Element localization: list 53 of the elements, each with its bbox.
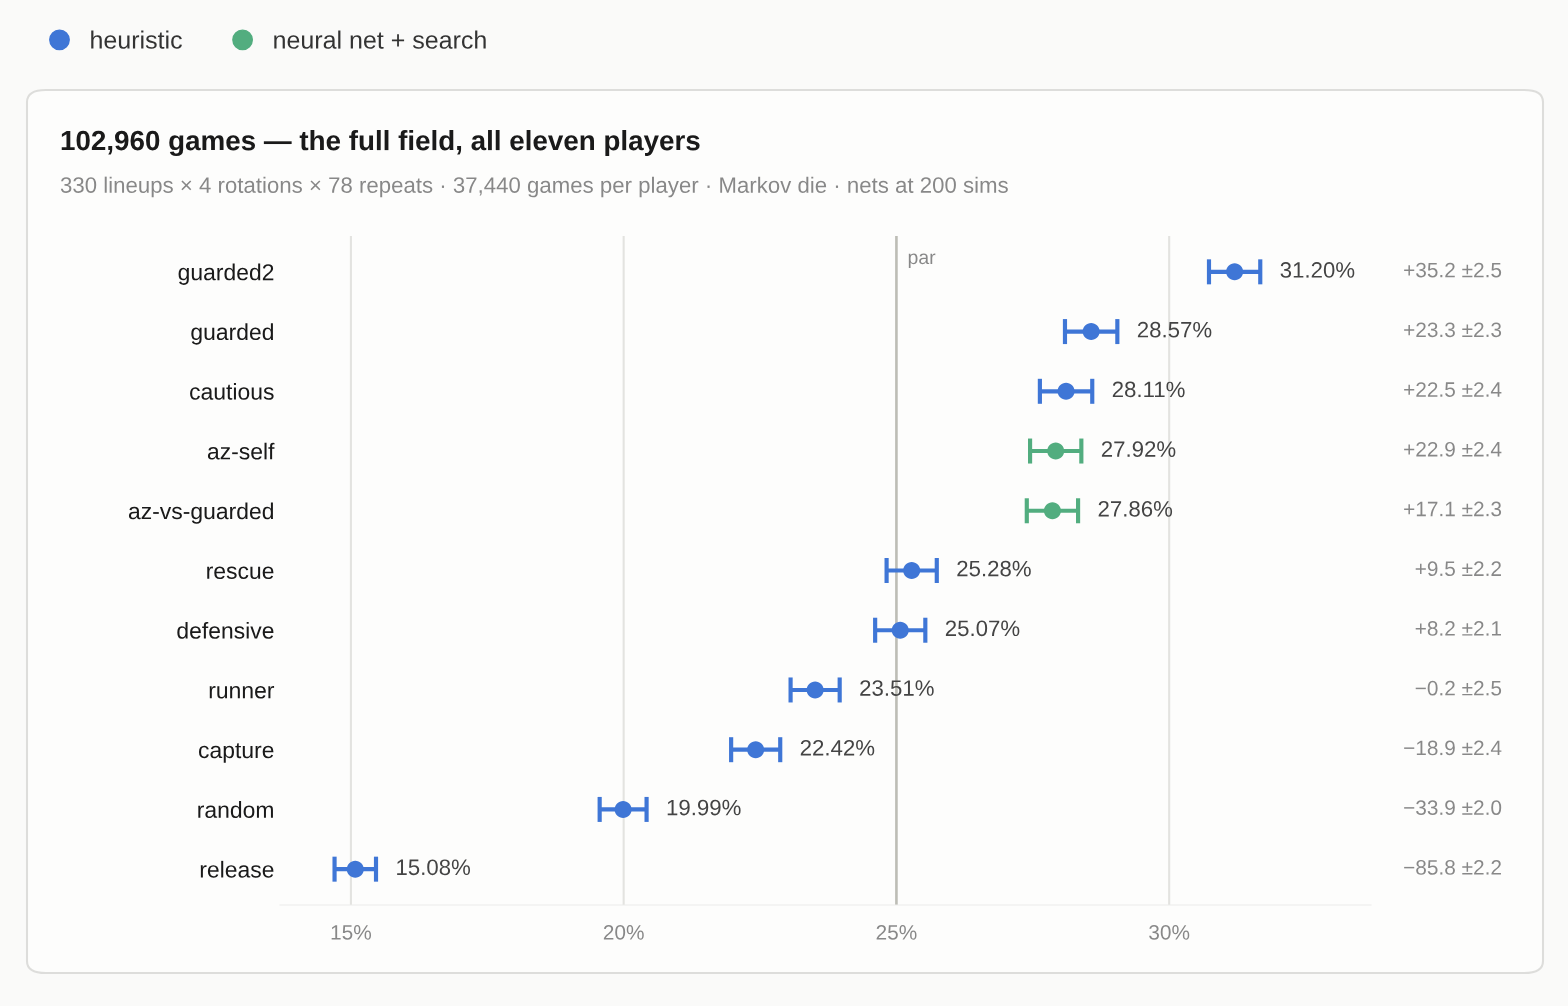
text: +17.1 ±2.3 bbox=[1404, 501, 1502, 517]
y-tick-label: rescue bbox=[207, 566, 274, 580]
y-tick-label: guarded bbox=[191, 323, 273, 345]
y-tick-label: defensive bbox=[177, 621, 274, 639]
y-tick-label: guarded2 bbox=[178, 263, 274, 285]
point bbox=[806, 681, 824, 699]
point bbox=[891, 621, 909, 639]
text: +23.3 ±2.3 bbox=[1404, 322, 1502, 338]
data-label: 27.86% bbox=[1098, 501, 1173, 517]
data-label: 28.57% bbox=[1137, 321, 1212, 338]
text: +22.5 ±2.4 bbox=[1404, 382, 1502, 397]
data-label: 31.20% bbox=[1280, 262, 1355, 278]
data-label: 27.92% bbox=[1101, 441, 1176, 457]
point bbox=[1047, 442, 1065, 460]
point bbox=[1082, 323, 1100, 341]
text: +22.9 ±2.4 bbox=[1404, 441, 1502, 457]
data-label: 23.51% bbox=[860, 680, 934, 696]
text: −18.9 ±2.4 bbox=[1404, 740, 1502, 756]
data-label: 19.99% bbox=[667, 799, 741, 816]
y-tick-label: random bbox=[198, 801, 273, 818]
text: +35.2 ±2.5 bbox=[1404, 262, 1502, 278]
y-tick-label: runner bbox=[209, 685, 275, 699]
point bbox=[903, 561, 921, 580]
y-tick-label: az-vs-guarded bbox=[128, 502, 273, 524]
x-tick-label: 15% bbox=[331, 925, 372, 940]
chart-subtitle: 330 lineups × 4 rotations × 78 repeats · 37,440 games per player · Markov die · nets at 200 sims bbox=[60, 176, 1008, 198]
text: −0.2 ±2.5 bbox=[1415, 680, 1502, 696]
point bbox=[1226, 263, 1244, 281]
point bbox=[747, 741, 765, 759]
legend-label: heuristic bbox=[91, 30, 182, 49]
point bbox=[1043, 502, 1061, 520]
text: +8.2 ±2.1 bbox=[1415, 621, 1501, 636]
data-label: 15.08% bbox=[397, 859, 471, 876]
text: −33.9 ±2.0 bbox=[1404, 800, 1502, 816]
ref-line-label: par bbox=[908, 253, 936, 269]
data-label: 22.42% bbox=[800, 739, 875, 756]
point bbox=[346, 860, 364, 878]
x-tick-label: 20% bbox=[603, 924, 644, 940]
data-label: 25.28% bbox=[957, 560, 1031, 577]
x-tick-label: 25% bbox=[876, 924, 917, 940]
y-tick-label: cautious bbox=[190, 383, 274, 400]
legend-label: neural net + search bbox=[274, 30, 486, 49]
data-label: 25.07% bbox=[945, 620, 1020, 637]
text: +9.5 ±2.2 bbox=[1415, 561, 1501, 577]
text: −85.8 ±2.2 bbox=[1404, 860, 1501, 875]
x-tick-label: 30% bbox=[1149, 924, 1190, 940]
data-label: 28.11% bbox=[1112, 381, 1185, 398]
y-tick-label: az-self bbox=[207, 442, 275, 460]
y-tick-label: release bbox=[200, 860, 274, 878]
point bbox=[1057, 382, 1075, 400]
point bbox=[614, 800, 632, 818]
chart-title: 102,960 games — the full field, all eleven players bbox=[61, 129, 700, 157]
y-tick-label: capture bbox=[198, 743, 274, 763]
